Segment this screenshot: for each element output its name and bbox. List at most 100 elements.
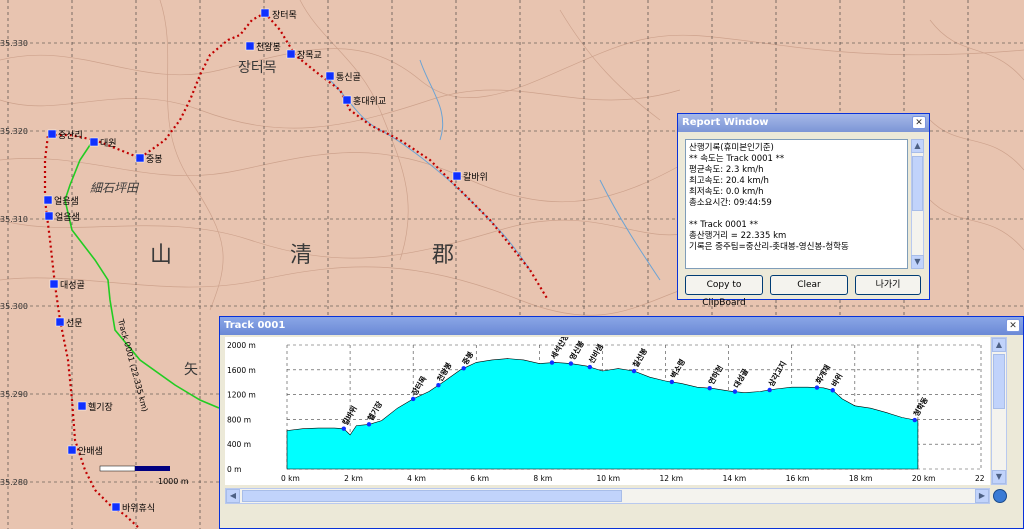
track-title: Track 0001 <box>224 320 286 331</box>
waypoint-markers[interactable] <box>43 8 462 512</box>
wp-label: 안배샘 <box>78 446 103 457</box>
profile-waypoint-label: 벽소령 <box>668 357 687 380</box>
scroll-up-icon[interactable]: ▲ <box>992 338 1006 352</box>
globe-icon[interactable] <box>993 489 1007 503</box>
report-title: Report Window <box>682 117 769 128</box>
lat-label: 35.300 <box>0 302 28 311</box>
wp-label: 홍대위교 <box>353 95 386 107</box>
scroll-thumb[interactable] <box>993 354 1005 409</box>
x-tick-label: 16 km <box>786 474 810 483</box>
track-window[interactable]: Track 0001 ✕ 2000 m 1600 m 1200 m 800 m 400 … <box>219 316 1024 529</box>
scroll-left-icon[interactable]: ◀ <box>226 489 240 503</box>
wp-label: 천왕봉 <box>256 42 281 53</box>
profile-waypoint-label: 연하천 <box>706 363 725 386</box>
track-hscrollbar[interactable]: ◀ ▶ <box>225 488 990 504</box>
track-vscrollbar[interactable]: ▲ ▼ <box>991 337 1007 485</box>
x-tick-label: 6 km <box>470 474 489 483</box>
report-scrollbar[interactable]: ▲ ▼ <box>911 139 924 269</box>
lat-label: 35.290 <box>0 390 28 399</box>
report-text[interactable]: 산행기록(휴미본인기준) ** 속도는 Track 0001 ** 평균속도: … <box>685 139 908 269</box>
wp-label: 바위휴식 <box>122 503 155 514</box>
track-titlebar[interactable]: Track 0001 ✕ <box>220 317 1023 335</box>
x-tick-label: 0 km <box>281 474 300 483</box>
profile-waypoint-label: 선비샘 <box>586 342 605 365</box>
report-titlebar[interactable]: Report Window ✕ <box>678 114 929 132</box>
region-label: 山 <box>150 243 172 268</box>
profile-waypoint-label: 바위 <box>829 371 845 388</box>
profile-waypoint[interactable] <box>587 364 593 370</box>
x-tick-label: 8 km <box>533 474 552 483</box>
y-tick-label: 400 m <box>227 440 251 449</box>
x-tick-label: 10 km <box>596 474 620 483</box>
exit-button[interactable]: 나가기 <box>855 275 921 295</box>
y-tick-label: 2000 m <box>227 341 256 350</box>
lat-label: 35.320 <box>0 127 28 136</box>
wp-label: 장목교 <box>297 50 322 61</box>
close-icon[interactable]: ✕ <box>1006 319 1020 332</box>
profile-waypoint[interactable] <box>410 396 416 402</box>
wp-label: 통신골 <box>336 72 361 83</box>
close-icon[interactable]: ✕ <box>912 116 926 129</box>
alt-route-line <box>64 141 220 409</box>
y-tick-label: 800 m <box>227 415 251 424</box>
profile-waypoint[interactable] <box>436 382 441 388</box>
region-label: 郡 <box>432 243 454 268</box>
scale-bar: 1000 m <box>99 465 189 486</box>
scroll-down-icon[interactable]: ▼ <box>992 470 1006 484</box>
report-window[interactable]: Report Window ✕ 산행기록(휴미본인기준) ** 속도는 Trac… <box>677 113 930 308</box>
wp-label: 얼음샘 <box>54 196 79 207</box>
wp-label: 선문 <box>66 318 83 329</box>
profile-waypoint[interactable] <box>669 379 675 385</box>
x-tick-label: 22 <box>975 474 985 483</box>
scroll-thumb[interactable] <box>242 490 622 502</box>
clear-button[interactable]: Clear <box>770 275 848 295</box>
wp-label: 대원 <box>100 138 117 149</box>
profile-waypoint[interactable] <box>631 368 637 374</box>
wp-label: 칼바위 <box>463 172 488 183</box>
scroll-right-icon[interactable]: ▶ <box>975 489 989 503</box>
lat-label: 35.280 <box>0 478 28 487</box>
region-label: 細石坪田 <box>90 181 140 195</box>
profile-waypoint[interactable] <box>814 385 820 390</box>
profile-waypoint-label: 칠선봉 <box>630 346 649 369</box>
profile-waypoint[interactable] <box>341 426 346 431</box>
profile-waypoint[interactable] <box>461 366 466 371</box>
profile-waypoint-label: 헬기장 <box>365 399 384 422</box>
wp-label: 헬기장 <box>88 402 113 413</box>
profile-waypoint-label: 칼바위 <box>340 404 359 427</box>
region-label: 清 <box>290 243 312 268</box>
profile-waypoint-label: 청학동 <box>911 395 930 418</box>
x-tick-label: 2 km <box>344 474 363 483</box>
profile-waypoint-label: 화개재 <box>813 363 832 386</box>
x-tick-label: 4 km <box>407 474 426 483</box>
elevation-area <box>286 358 919 470</box>
x-tick-label: 14 km <box>723 474 747 483</box>
profile-waypoint-label: 삼각고지 <box>766 359 789 388</box>
profile-waypoint[interactable] <box>366 422 372 427</box>
wp-label: 얼음샘 <box>55 212 80 223</box>
profile-waypoint[interactable] <box>912 417 917 423</box>
profile-waypoint[interactable] <box>549 360 555 365</box>
profile-waypoint[interactable] <box>568 361 574 366</box>
lat-label: 35.330 <box>0 39 28 48</box>
y-tick-label: 0 m <box>227 465 241 474</box>
wp-label: 장터목 <box>272 10 297 21</box>
scroll-up-icon[interactable]: ▲ <box>911 139 924 153</box>
region-label: 矢 <box>184 362 198 378</box>
lat-label: 35.310 <box>0 215 28 224</box>
profile-waypoint[interactable] <box>732 389 738 394</box>
wp-label: 중봉 <box>146 154 163 165</box>
profile-waypoint[interactable] <box>767 387 772 393</box>
profile-waypoint-label: 영신봉 <box>567 339 586 362</box>
profile-waypoint[interactable] <box>707 385 712 391</box>
profile-waypoint[interactable] <box>830 388 835 393</box>
x-tick-label: 20 km <box>912 474 936 483</box>
scroll-down-icon[interactable]: ▼ <box>911 255 924 269</box>
scroll-thumb[interactable] <box>912 156 923 211</box>
wp-label: 대성골 <box>60 280 85 291</box>
y-tick-label: 1600 m <box>227 366 256 375</box>
elevation-profile-chart[interactable]: 2000 m 1600 m 1200 m 800 m 400 m 0 m 0 km 2 km… <box>225 337 990 485</box>
region-label: 장터목 <box>238 60 277 76</box>
y-tick-label: 1200 m <box>227 391 256 400</box>
copy-clipboard-button[interactable]: Copy to ClipBoard <box>685 275 763 308</box>
